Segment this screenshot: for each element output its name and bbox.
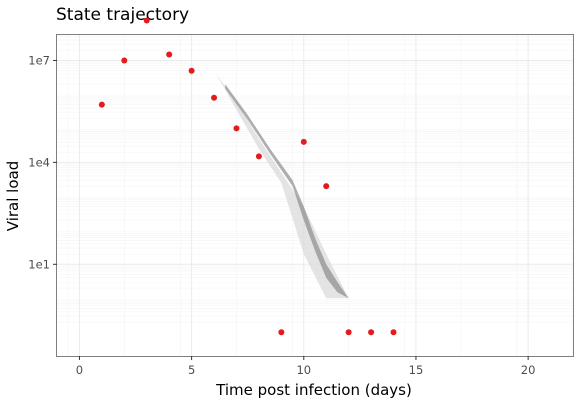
data-point bbox=[390, 329, 397, 336]
y-tick-label: 1e1 bbox=[28, 257, 50, 271]
data-point bbox=[166, 51, 173, 58]
x-tick-label: 0 bbox=[76, 363, 83, 377]
data-point bbox=[255, 153, 262, 160]
data-point bbox=[233, 125, 240, 132]
data-point bbox=[143, 17, 150, 24]
x-tick-label: 10 bbox=[296, 363, 311, 377]
y-axis-ticks: 1e1 1e4 1e7 bbox=[28, 53, 57, 271]
x-tick-label: 5 bbox=[188, 363, 195, 377]
uncertainty-bands bbox=[216, 73, 349, 299]
data-point bbox=[300, 138, 307, 145]
data-point bbox=[278, 329, 285, 336]
chart-title: State trajectory bbox=[56, 5, 189, 25]
x-tick-label: 15 bbox=[409, 363, 424, 377]
data-point bbox=[211, 94, 218, 101]
data-point bbox=[368, 329, 375, 336]
observation-points bbox=[98, 17, 397, 336]
data-point bbox=[345, 329, 352, 336]
data-point bbox=[188, 67, 195, 74]
minor-grid bbox=[57, 35, 574, 356]
y-tick-label: 1e7 bbox=[28, 53, 50, 67]
data-point bbox=[323, 183, 330, 190]
uncertainty-band-2 bbox=[225, 84, 349, 299]
panel-border bbox=[56, 34, 574, 357]
data-point bbox=[121, 57, 128, 64]
data-point bbox=[98, 101, 105, 108]
major-grid bbox=[57, 35, 573, 356]
y-axis-label: Viral load bbox=[4, 161, 22, 231]
x-axis-label: Time post infection (days) bbox=[215, 381, 412, 399]
x-tick-label: 20 bbox=[521, 363, 536, 377]
y-tick-label: 1e4 bbox=[28, 155, 50, 169]
x-axis-ticks: 0 5 10 15 20 bbox=[76, 356, 536, 377]
